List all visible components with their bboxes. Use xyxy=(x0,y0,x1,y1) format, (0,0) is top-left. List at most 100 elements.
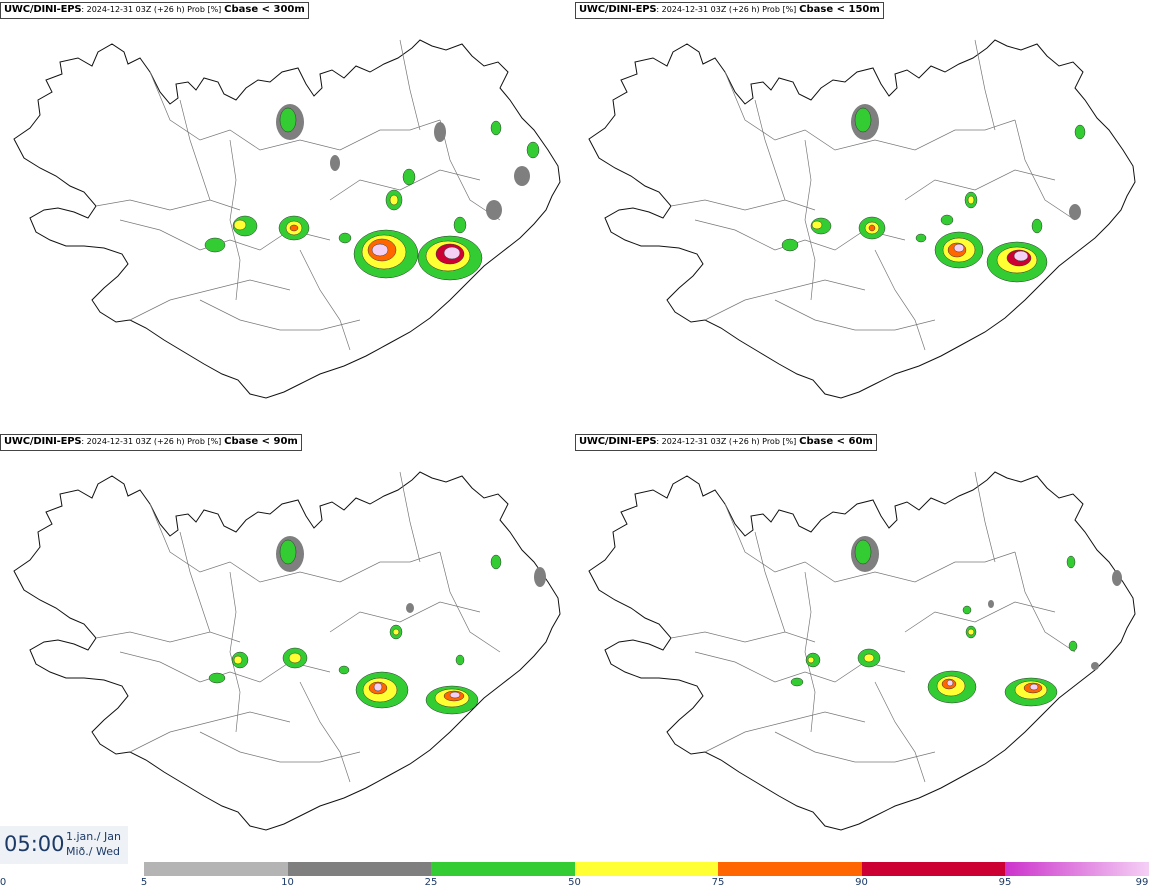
probability-area xyxy=(1066,555,1076,569)
iceland-map xyxy=(13,471,561,831)
interior-line xyxy=(904,169,1056,201)
interior-line xyxy=(804,571,816,733)
parameter-label: Cbase < 300m xyxy=(224,4,305,15)
interior-line xyxy=(774,731,936,763)
interior-line xyxy=(704,279,866,321)
probability-area xyxy=(330,155,340,171)
probability-area xyxy=(868,224,876,232)
probability-area xyxy=(490,120,502,136)
probability-area xyxy=(854,539,872,565)
iceland-coastline xyxy=(588,39,1136,399)
model-name: UWC/DINI-EPS xyxy=(579,4,657,15)
colorbar-tick-label: 5 xyxy=(140,877,148,888)
probability-area xyxy=(288,652,302,664)
parameter-label: Cbase < 150m xyxy=(799,4,880,15)
interior-line xyxy=(1014,551,1076,653)
probability-area xyxy=(953,243,965,253)
probability-area xyxy=(406,603,414,613)
interior-line xyxy=(974,471,996,563)
probability-area xyxy=(790,677,804,687)
parameter-label: Cbase < 90m xyxy=(224,436,298,447)
colorbar-tick-label: 90 xyxy=(855,877,868,888)
probability-area xyxy=(514,166,530,186)
interior-line xyxy=(704,711,866,753)
probability-area xyxy=(455,654,465,666)
probability-area xyxy=(526,141,540,159)
colorbar-segment xyxy=(144,862,288,876)
parameter-label: Cbase < 60m xyxy=(799,436,873,447)
interior-line xyxy=(439,119,501,221)
run-info: : 2024-12-31 03Z (+26 h) Prob [%] xyxy=(656,5,797,14)
probability-area xyxy=(1031,218,1043,234)
probability-area xyxy=(453,216,467,234)
interior-line xyxy=(670,199,816,211)
model-name: UWC/DINI-EPS xyxy=(4,436,82,447)
interior-line xyxy=(95,631,241,643)
interior-line xyxy=(179,531,211,633)
colorbar-tick-label: 50 xyxy=(568,877,581,888)
probability-area xyxy=(204,237,226,253)
interior-line xyxy=(199,299,361,331)
probability-area xyxy=(373,682,383,692)
probability-area xyxy=(443,246,461,260)
interior-line xyxy=(399,471,421,563)
valid-date: 1.jan./ Jan xyxy=(66,830,121,843)
interior-line xyxy=(874,249,926,351)
probability-area xyxy=(449,691,461,699)
colorbar-tick-label: 25 xyxy=(424,877,438,888)
probability-area xyxy=(338,232,352,244)
interior-line xyxy=(199,731,361,763)
interior-line xyxy=(95,199,241,211)
probability-area xyxy=(946,679,954,687)
probability-area xyxy=(534,567,546,587)
map-panel-150m: UWC/DINI-EPS: 2024-12-31 03Z (+26 h) Pro… xyxy=(575,0,1150,432)
probability-area xyxy=(1091,662,1099,670)
colorbar-segment xyxy=(718,862,862,876)
probability-area xyxy=(962,605,972,615)
valid-weekday: Mið./ Wed xyxy=(66,845,120,858)
probability-colorbar: 0 5 10 25 50 75 90 95 99 xyxy=(0,862,1150,891)
model-name: UWC/DINI-EPS xyxy=(579,436,657,447)
probability-area xyxy=(279,539,297,565)
interior-line xyxy=(229,139,241,301)
probability-area xyxy=(940,214,954,226)
map-panel-60m: UWC/DINI-EPS: 2024-12-31 03Z (+26 h) Pro… xyxy=(575,432,1150,864)
interior-line xyxy=(299,249,351,351)
run-info: : 2024-12-31 03Z (+26 h) Prob [%] xyxy=(81,437,222,446)
interior-line xyxy=(904,601,1056,633)
probability-area xyxy=(807,656,815,664)
probability-area xyxy=(371,243,389,257)
interior-line xyxy=(754,99,786,201)
interior-line xyxy=(974,39,996,131)
colorbar-segment xyxy=(574,862,718,876)
map-panel-300m: UWC/DINI-EPS: 2024-12-31 03Z (+26 h) Pro… xyxy=(0,0,575,432)
valid-time-box: 05:00 1.jan./ Jan Mið./ Wed xyxy=(0,826,128,864)
interior-line xyxy=(299,681,351,783)
interior-line xyxy=(399,39,421,131)
interior-line xyxy=(229,571,241,733)
interior-line xyxy=(329,601,481,633)
colorbar-tick-label: 0 xyxy=(0,877,7,888)
interior-line xyxy=(329,169,481,201)
probability-area xyxy=(1013,250,1029,262)
valid-hour: 05:00 xyxy=(4,832,65,856)
interior-line xyxy=(149,503,441,583)
run-info: : 2024-12-31 03Z (+26 h) Prob [%] xyxy=(656,437,797,446)
probability-area xyxy=(781,238,799,252)
interior-line xyxy=(724,71,1016,151)
interior-line xyxy=(774,299,936,331)
probability-area xyxy=(208,672,226,684)
probability-area xyxy=(915,233,927,243)
colorbar-segment xyxy=(861,862,1005,876)
iceland-map xyxy=(588,471,1136,831)
probability-area xyxy=(967,628,975,636)
interior-line xyxy=(129,711,291,753)
colorbar-tick-label: 95 xyxy=(998,877,1012,888)
probability-area xyxy=(338,665,350,675)
probability-area xyxy=(434,122,446,142)
colorbar-segment xyxy=(287,862,431,876)
interior-line xyxy=(754,531,786,633)
iceland-map xyxy=(588,39,1136,399)
probability-area xyxy=(233,655,243,665)
probability-area xyxy=(1112,570,1122,586)
